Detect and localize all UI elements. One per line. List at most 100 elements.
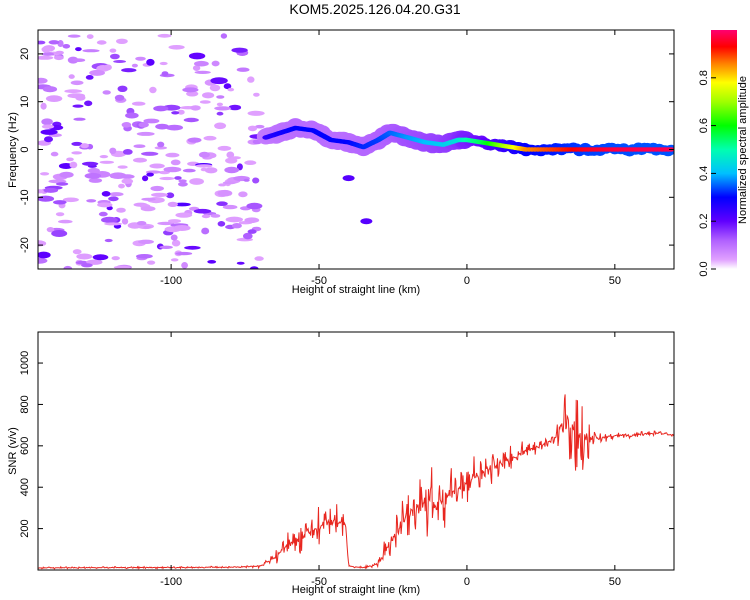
noise-blob — [118, 183, 125, 189]
noise-blob — [114, 94, 125, 101]
noise-blob — [51, 230, 68, 237]
noise-blob — [38, 189, 46, 194]
noise-blob — [216, 111, 224, 116]
noise-blob — [174, 176, 182, 180]
noise-blob — [108, 196, 119, 202]
noise-blob — [163, 166, 182, 173]
noise-blob — [121, 122, 132, 128]
noise-blob — [165, 152, 180, 158]
noise-blob — [228, 104, 242, 111]
noise-blob — [104, 222, 123, 226]
noise-blob — [146, 58, 155, 66]
x-tick-label: -100 — [160, 576, 182, 588]
noise-blob — [104, 238, 113, 243]
noise-blob — [110, 53, 120, 60]
noise-blob — [38, 257, 48, 264]
noise-blob — [216, 95, 225, 99]
noise-blob — [217, 189, 233, 197]
noise-blob — [111, 256, 120, 261]
noise-blob — [184, 245, 201, 250]
noise-blob — [193, 208, 212, 214]
noise-blob — [149, 163, 165, 169]
noise-blob — [72, 58, 86, 62]
noise-blob — [170, 258, 179, 262]
spectrogram-y-label: Frequency (Hz) — [7, 112, 19, 188]
noise-blob — [55, 50, 64, 55]
noise-blob — [202, 92, 215, 99]
spectrogram-feature — [342, 175, 355, 182]
noise-blob — [98, 211, 108, 217]
noise-blob — [55, 212, 65, 217]
y-tick-label: 20 — [19, 48, 31, 60]
noise-blob — [70, 80, 84, 86]
noise-blob — [68, 74, 75, 79]
noise-blob — [133, 157, 147, 163]
noise-blob — [86, 259, 103, 265]
noise-blob — [41, 124, 55, 129]
noise-blob — [150, 185, 164, 192]
noise-blob — [81, 263, 93, 268]
noise-blob — [243, 178, 250, 182]
noise-blob — [231, 47, 248, 53]
noise-blob — [88, 178, 103, 183]
noise-blob — [86, 34, 94, 39]
noise-blob — [230, 156, 241, 160]
y-tick-label: 10 — [19, 96, 31, 108]
noise-blob — [138, 239, 154, 244]
noise-blob — [214, 122, 227, 130]
noise-blob — [121, 218, 129, 225]
spectrogram-x-label: Height of straight line (km) — [292, 284, 420, 296]
noise-blob — [109, 48, 117, 53]
noise-blob — [166, 192, 175, 199]
noise-blob — [247, 110, 265, 116]
noise-blob — [247, 125, 258, 132]
spectrogram-ridge — [256, 118, 674, 225]
noise-blob — [225, 216, 243, 223]
noise-blob — [149, 86, 157, 94]
noise-blob — [182, 168, 196, 173]
noise-blob — [154, 146, 167, 150]
noise-blob — [254, 256, 264, 261]
noise-blob — [84, 100, 93, 107]
noise-blob — [189, 178, 205, 185]
noise-blob — [231, 223, 242, 229]
noise-blob — [220, 33, 228, 39]
noise-blob — [138, 122, 149, 128]
noise-blob — [48, 40, 60, 45]
noise-blob — [85, 75, 94, 80]
noise-blob — [66, 157, 74, 162]
noise-blob — [41, 52, 55, 56]
noise-blob — [117, 165, 128, 169]
x-tick-label: 0 — [464, 576, 470, 588]
noise-blob — [192, 65, 201, 71]
noise-blob — [170, 234, 178, 241]
noise-blob — [133, 144, 146, 148]
noise-blob — [117, 85, 128, 93]
noise-blob — [159, 245, 173, 249]
noise-blob — [226, 151, 235, 159]
noise-blob — [167, 201, 178, 207]
snr-series-line — [38, 394, 674, 570]
spectrogram-y-ticks: -20 -10 0 10 20 — [19, 48, 674, 253]
noise-blob — [159, 176, 175, 181]
snr-x-ticks: -100 -50 0 50 — [160, 332, 621, 588]
noise-blob — [97, 202, 113, 208]
noise-blob — [246, 202, 263, 210]
noise-blob — [131, 101, 146, 106]
noise-blob — [46, 227, 55, 233]
colorbar: 0.0 0.2 0.4 0.6 0.8 Normalized spectral ampl… — [698, 30, 749, 277]
colorbar-tick-label: 0.0 — [698, 261, 710, 276]
noise-blob — [157, 141, 165, 148]
y-tick-label: 400 — [19, 478, 31, 496]
noise-blob — [120, 174, 135, 179]
x-tick-label: 50 — [609, 275, 621, 287]
snr-frame — [37, 331, 675, 571]
x-tick-label: 0 — [464, 275, 470, 287]
noise-blob — [247, 76, 255, 83]
y-tick-label: -10 — [19, 189, 31, 205]
noise-blob — [236, 67, 250, 72]
noise-blob — [38, 40, 46, 45]
noise-blob — [177, 109, 185, 115]
noise-blob — [178, 181, 188, 187]
